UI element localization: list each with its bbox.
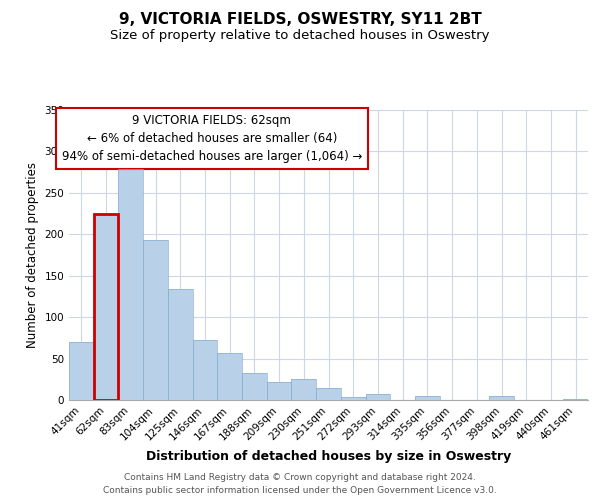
Bar bbox=[341, 396, 365, 400]
Bar bbox=[563, 399, 588, 400]
Bar bbox=[292, 380, 316, 400]
Bar bbox=[267, 382, 292, 400]
Bar bbox=[69, 342, 94, 400]
Bar bbox=[415, 396, 440, 400]
Text: Size of property relative to detached houses in Oswestry: Size of property relative to detached ho… bbox=[110, 29, 490, 42]
Bar bbox=[415, 396, 440, 400]
Bar bbox=[316, 388, 341, 400]
Bar bbox=[316, 388, 341, 400]
Bar bbox=[94, 214, 118, 400]
Bar bbox=[489, 396, 514, 400]
Bar bbox=[267, 382, 292, 400]
Bar bbox=[94, 214, 118, 400]
Text: Contains HM Land Registry data © Crown copyright and database right 2024.
Contai: Contains HM Land Registry data © Crown c… bbox=[103, 473, 497, 495]
Bar bbox=[365, 394, 390, 400]
Bar bbox=[242, 372, 267, 400]
Text: 9 VICTORIA FIELDS: 62sqm
← 6% of detached houses are smaller (64)
94% of semi-de: 9 VICTORIA FIELDS: 62sqm ← 6% of detache… bbox=[62, 114, 362, 164]
X-axis label: Distribution of detached houses by size in Oswestry: Distribution of detached houses by size … bbox=[146, 450, 511, 463]
Bar bbox=[193, 340, 217, 400]
Bar bbox=[193, 340, 217, 400]
Bar bbox=[168, 289, 193, 400]
Bar bbox=[168, 289, 193, 400]
Bar bbox=[118, 169, 143, 400]
Bar bbox=[143, 240, 168, 400]
Bar bbox=[489, 396, 514, 400]
Bar bbox=[69, 342, 94, 400]
Bar bbox=[563, 399, 588, 400]
Bar bbox=[242, 372, 267, 400]
Bar bbox=[94, 214, 118, 400]
Bar bbox=[341, 396, 365, 400]
Bar bbox=[118, 169, 143, 400]
Y-axis label: Number of detached properties: Number of detached properties bbox=[26, 162, 39, 348]
Bar bbox=[365, 394, 390, 400]
Bar bbox=[217, 353, 242, 400]
Bar bbox=[292, 380, 316, 400]
Bar bbox=[143, 240, 168, 400]
Bar bbox=[217, 353, 242, 400]
Text: 9, VICTORIA FIELDS, OSWESTRY, SY11 2BT: 9, VICTORIA FIELDS, OSWESTRY, SY11 2BT bbox=[119, 12, 481, 28]
